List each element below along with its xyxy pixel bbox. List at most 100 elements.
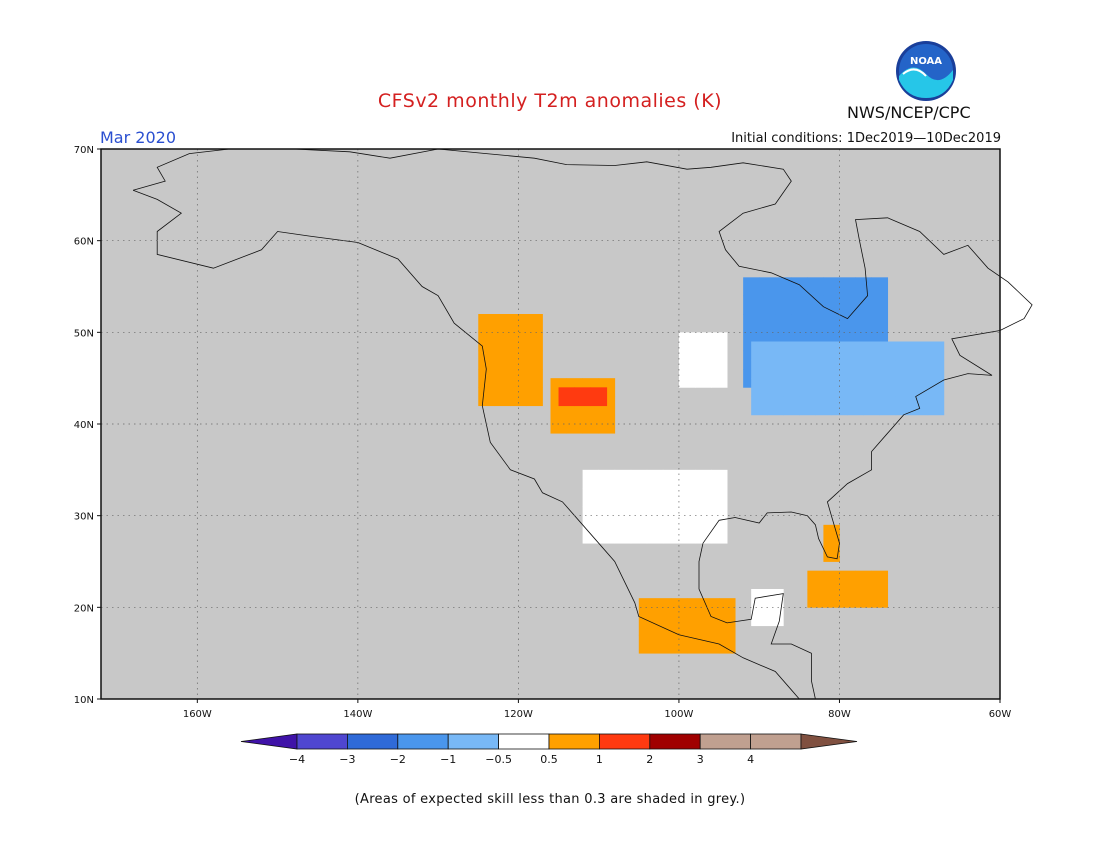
anomaly-cell <box>847 378 864 397</box>
anomaly-cell <box>823 277 840 297</box>
colorbar-label: 1 <box>596 753 603 766</box>
anomaly-cell <box>823 524 840 544</box>
anomaly-cell <box>863 359 880 379</box>
anomaly-cell <box>823 295 840 315</box>
anomaly-cell <box>815 378 832 397</box>
anomaly-cell <box>694 332 712 352</box>
anomaly-cell <box>847 341 864 361</box>
anomaly-cell <box>526 387 543 407</box>
anomaly-cell <box>855 589 872 608</box>
lat-tick-label: 70N <box>74 145 94 156</box>
anomaly-cell <box>614 524 632 544</box>
anomaly-cell <box>783 359 800 379</box>
anomaly-cell <box>711 350 728 370</box>
colorbar-label: −4 <box>289 753 305 766</box>
anomaly-cell <box>646 488 664 507</box>
colorbar-extend-high <box>800 733 858 750</box>
anomaly-cell <box>895 359 913 379</box>
anomaly-cell <box>494 314 511 333</box>
anomaly-cell <box>478 332 495 352</box>
anomaly-cell <box>767 378 784 397</box>
anomaly-cell <box>494 350 511 370</box>
anomaly-cell <box>863 378 880 397</box>
colorbar-label: −3 <box>339 753 355 766</box>
anomaly-cell <box>839 295 856 315</box>
lat-tick-label: 40N <box>74 420 94 431</box>
colorbar-swatch <box>498 733 550 750</box>
anomaly-cell <box>807 570 824 590</box>
anomaly-cell <box>823 314 840 333</box>
anomaly-cell <box>638 598 656 617</box>
anomaly-cell <box>759 295 776 315</box>
anomaly-cell <box>662 506 680 526</box>
anomaly-cell <box>927 341 945 361</box>
anomaly-cell <box>863 341 880 361</box>
colorbar-label: −2 <box>390 753 406 766</box>
coastline <box>132 148 1033 560</box>
anomaly-cell <box>871 277 889 297</box>
anomaly-cell <box>799 341 816 361</box>
anomaly-cell <box>598 506 616 526</box>
anomaly-cell <box>678 488 696 507</box>
anomaly-cell <box>767 589 784 608</box>
anomaly-cell <box>847 396 864 416</box>
anomaly-cell <box>863 396 880 416</box>
colorbar-label: 4 <box>747 753 754 766</box>
anomaly-cell <box>911 341 929 361</box>
anomaly-cell <box>783 396 800 416</box>
anomaly-cell <box>775 295 792 315</box>
anomaly-cell <box>598 469 616 489</box>
anomaly-cell <box>751 378 768 397</box>
anomaly-cell <box>703 634 720 654</box>
anomaly-cell <box>654 634 672 654</box>
coastline <box>132 189 800 700</box>
anomaly-cell <box>751 359 768 379</box>
initial-conditions: Initial conditions: 1Dec2019—10Dec2019 <box>731 131 1001 146</box>
anomaly-cell <box>879 359 897 379</box>
anomaly-cell <box>711 332 728 352</box>
anomaly-cell <box>815 396 832 416</box>
anomaly-cell <box>871 570 889 590</box>
anomaly-cell <box>670 616 688 636</box>
anomaly-cell <box>855 314 872 333</box>
anomaly-cell <box>711 488 728 507</box>
anomaly-cell <box>614 469 632 489</box>
anomaly-cell <box>711 369 728 388</box>
anomaly-cell <box>703 616 720 636</box>
anomaly-cell <box>911 396 929 416</box>
anomaly-cell <box>526 350 543 370</box>
colorbar-swatch <box>397 733 449 750</box>
anomaly-cell <box>678 350 696 370</box>
anomaly-cell <box>799 359 816 379</box>
anomaly-cell <box>711 506 728 526</box>
map-title: CFSv2 monthly T2m anomalies (K) <box>377 90 723 112</box>
anomaly-cell <box>703 598 720 617</box>
anomaly-cell <box>807 295 824 315</box>
anomaly-cell <box>839 277 856 297</box>
anomaly-cell <box>614 488 632 507</box>
anomaly-cell <box>743 277 760 297</box>
anomaly-cell <box>614 506 632 526</box>
anomaly-cell <box>646 469 664 489</box>
anomaly-cell <box>678 524 696 544</box>
anomaly-cell <box>478 369 495 388</box>
anomaly-cell <box>582 469 600 489</box>
anomaly-cell <box>678 469 696 489</box>
anomaly-cell <box>574 387 592 407</box>
colorbar-swatch <box>649 733 701 750</box>
anomaly-cell <box>478 387 495 407</box>
anomaly-cell <box>719 598 736 617</box>
anomaly-cell <box>630 488 648 507</box>
colorbar-extend-low <box>240 733 298 750</box>
anomaly-cell <box>839 570 856 590</box>
anomaly-cell <box>711 524 728 544</box>
anomaly-cell <box>646 524 664 544</box>
anomaly-cell <box>807 589 824 608</box>
anomaly-cell <box>743 314 760 333</box>
anomaly-cell <box>582 488 600 507</box>
lon-tick-label: 80W <box>828 709 851 720</box>
anomaly-cell <box>767 396 784 416</box>
anomaly-cell <box>847 359 864 379</box>
anomaly-cell <box>598 488 616 507</box>
anomaly-cell <box>662 488 680 507</box>
